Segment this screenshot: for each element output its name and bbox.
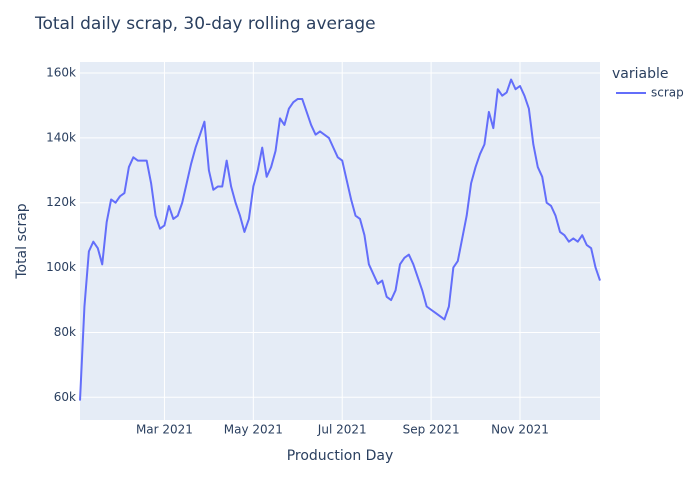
y-tick-label: 100k	[46, 260, 76, 274]
chart-title: Total daily scrap, 30-day rolling averag…	[34, 14, 376, 34]
legend-label: scrap	[651, 86, 684, 100]
y-tick-label: 80k	[54, 325, 76, 339]
x-tick-label: Jul 2021	[317, 423, 367, 437]
y-tick-label: 160k	[46, 66, 76, 80]
y-tick-label: 120k	[46, 195, 76, 209]
plot-area	[80, 62, 600, 420]
x-axis-title: Production Day	[287, 448, 394, 464]
y-tick-label: 140k	[46, 130, 76, 144]
y-tick-label: 60k	[54, 390, 76, 404]
y-axis-title: Total scrap	[14, 203, 30, 279]
x-tick-label: Nov 2021	[491, 423, 549, 437]
legend-title: variable	[612, 66, 668, 82]
x-tick-label: May 2021	[224, 423, 283, 437]
x-tick-label: Mar 2021	[136, 423, 193, 437]
x-tick-label: Sep 2021	[403, 423, 460, 437]
line-series	[79, 78, 601, 401]
